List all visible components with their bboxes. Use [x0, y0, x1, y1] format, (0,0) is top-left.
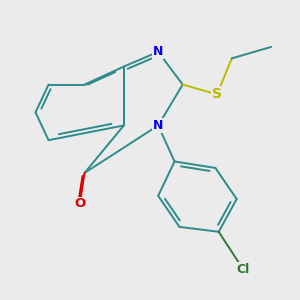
Text: N: N — [153, 119, 164, 132]
Text: O: O — [74, 197, 85, 211]
Text: N: N — [153, 45, 164, 58]
Text: S: S — [212, 87, 222, 101]
Text: Cl: Cl — [237, 263, 250, 276]
